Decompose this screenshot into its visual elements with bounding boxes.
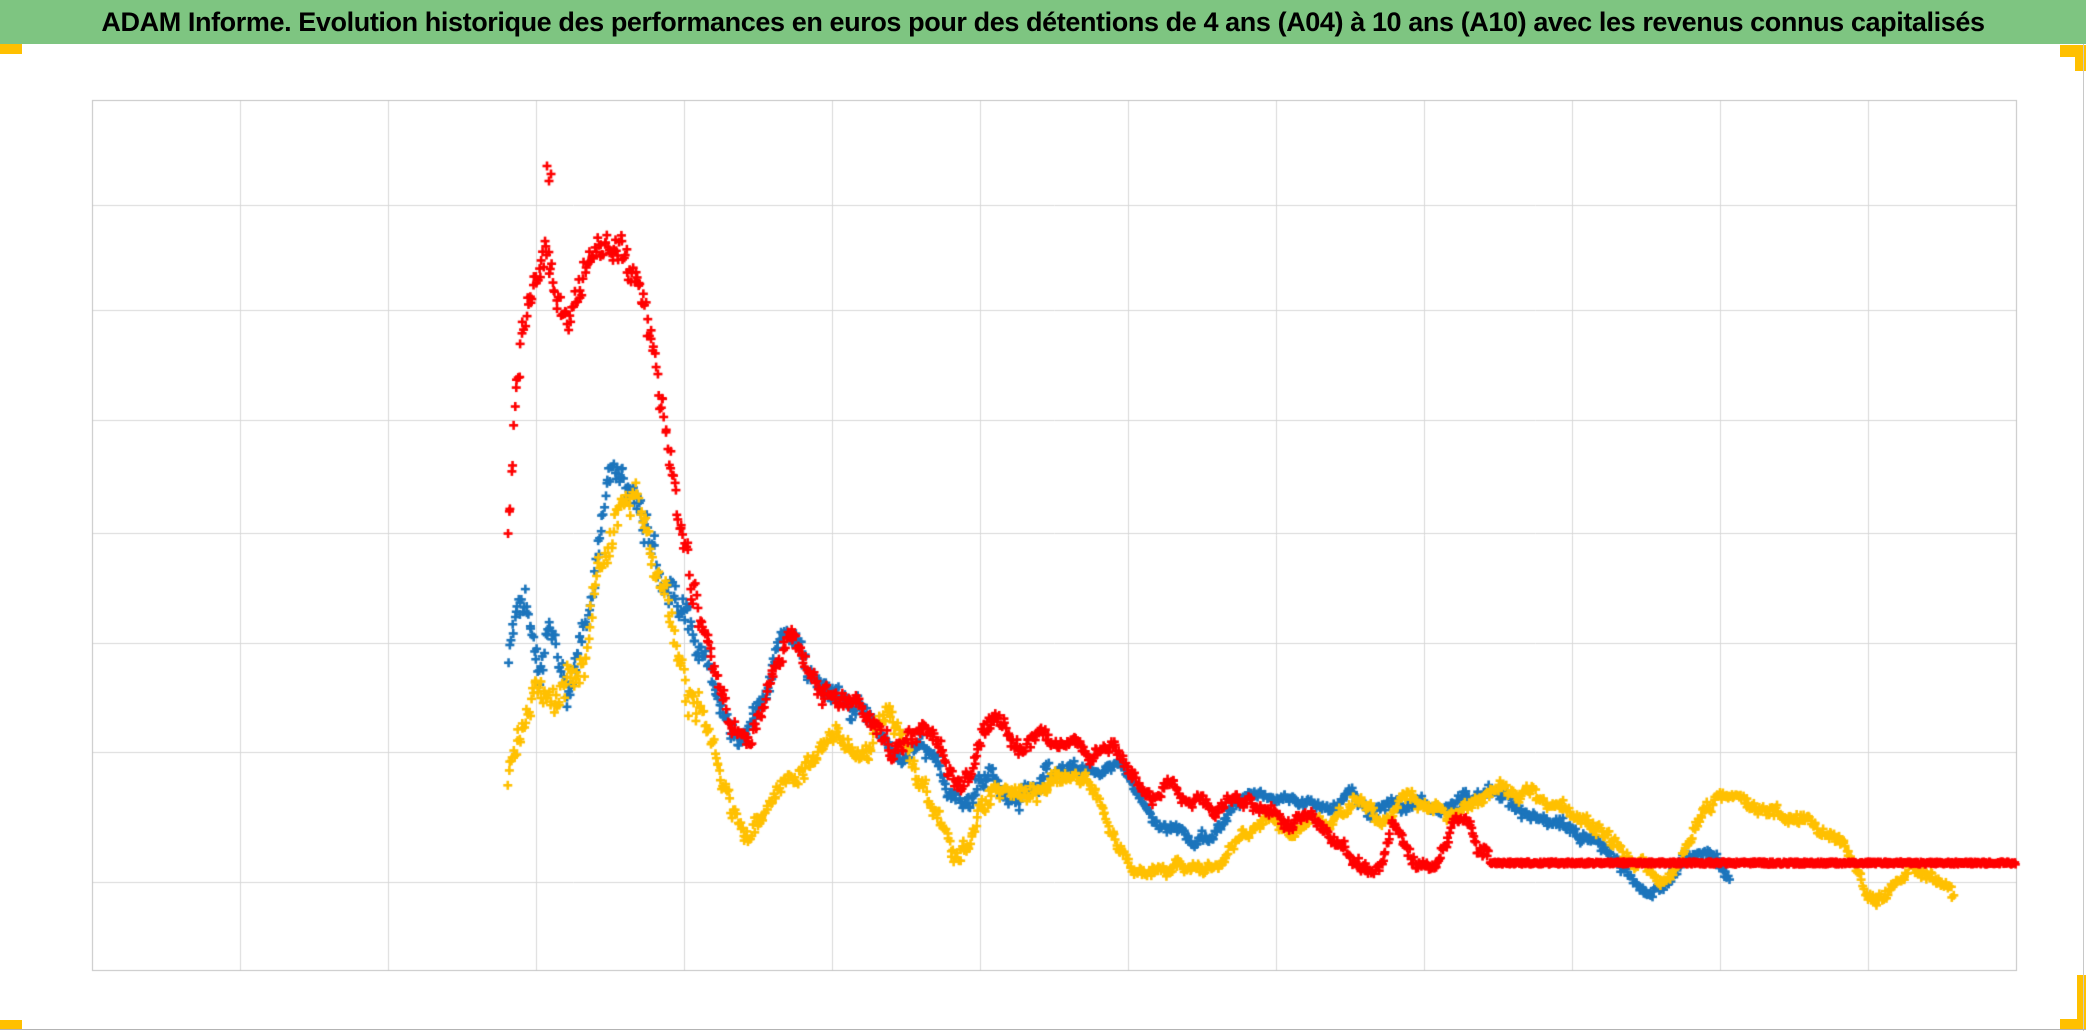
accent-bottom-right-corner-v	[2077, 975, 2086, 1029]
window-bottom-edge	[0, 1029, 2086, 1030]
window-right-edge	[2083, 44, 2084, 1031]
accent-bottom-right-corner-h	[2060, 1019, 2086, 1030]
accent-top-left-tab	[0, 44, 22, 54]
accent-bottom-left-tab	[0, 1020, 22, 1030]
accent-top-right-corner-v	[2075, 45, 2086, 71]
